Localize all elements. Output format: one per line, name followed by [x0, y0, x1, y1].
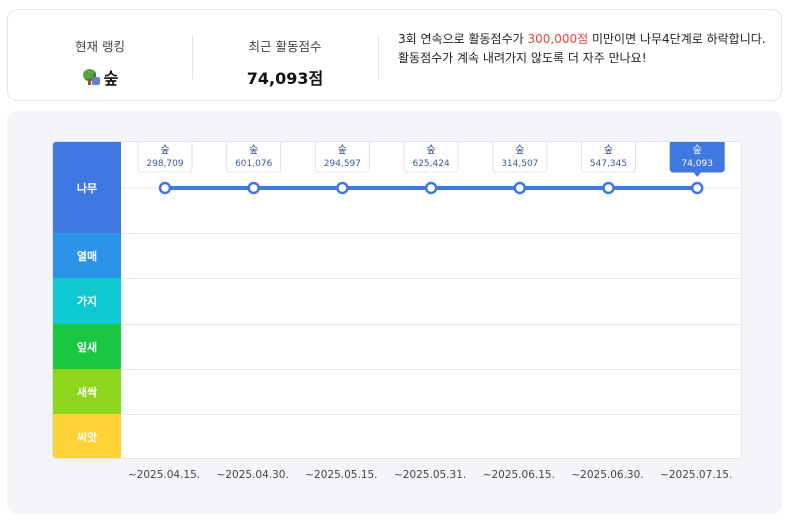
level-band-1: 나무 — [53, 142, 121, 233]
data-tooltip: 숲 625,424 — [403, 142, 459, 177]
grid-line — [121, 369, 741, 370]
tooltip-value: 547,345 — [590, 159, 627, 169]
tooltip-pointer — [604, 172, 613, 177]
data-tooltip: 숲 74,093 — [669, 142, 725, 177]
data-tooltip: 숲 294,597 — [314, 142, 370, 177]
data-tooltip: 숲 601,076 — [226, 142, 282, 177]
rank-warning-message: 3회 연속으로 활동점수가 300,000점 미만이면 나무4단계로 하락합니다… — [398, 30, 768, 68]
x-tick-label: ~2025.06.15. — [482, 469, 555, 481]
current-rank-label: 현재 랭킹 — [75, 39, 125, 54]
data-tooltip: 숲 314,507 — [492, 142, 548, 177]
tooltip-pointer — [249, 172, 258, 177]
message-part1: 3회 연속으로 활동점수가 — [398, 32, 528, 46]
x-tick-label: ~2025.07.15. — [660, 469, 733, 481]
tooltip-level: 숲 — [426, 144, 435, 156]
data-point[interactable] — [247, 181, 260, 195]
tooltip-level: 숲 — [693, 144, 702, 156]
level-band-4: 잎새 — [53, 324, 121, 369]
x-tick-label: ~2025.04.15. — [127, 469, 201, 481]
tooltip-value: 298,709 — [146, 159, 183, 169]
level-band-5: 새싹 — [53, 369, 121, 414]
grid-line — [121, 233, 741, 234]
tooltip-level: 숲 — [249, 144, 258, 156]
x-tick-label: ~2025.06.30. — [571, 469, 644, 481]
current-rank-section: 현재 랭킹 숲 — [8, 10, 192, 102]
rank-line-chart: 숲 298,709 숲 601,076 숲 294,597 숲 625,424 숲 314,507… — [121, 142, 741, 195]
current-rank-text: 숲 — [103, 69, 119, 88]
tooltip-level: 숲 — [160, 144, 169, 156]
tooltip-value: 74,093 — [681, 159, 713, 169]
tooltip-value: 625,424 — [412, 159, 449, 169]
recent-score-value: 74,093점 — [246, 69, 324, 88]
data-tooltip: 숲 547,345 — [581, 142, 636, 177]
recent-score-section: 최근 활동점수 74,093점 — [192, 10, 378, 102]
tree-rank-icon — [82, 68, 100, 86]
grid-line — [121, 278, 741, 279]
divider — [378, 35, 379, 79]
level-band-3: 가지 — [53, 278, 121, 324]
message-part2: 미만이면 나무4단계로 하락합니다. — [588, 32, 766, 46]
recent-score-label: 최근 활동점수 — [248, 39, 322, 54]
divider — [192, 35, 193, 79]
tooltip-value: 601,076 — [235, 159, 272, 169]
level-band-6: 씨앗 — [53, 414, 121, 458]
data-point[interactable] — [513, 181, 527, 195]
tooltip-pointer — [693, 172, 702, 177]
rank-history-chart: 나무 열매 가지 잎새 새싹 씨앗 숲 298,709 숲 601,076 숲 294,597 숲 625… — [52, 141, 742, 459]
activity-summary-card: 현재 랭킹 숲 최근 활동점수 74,093점 3회 연속으로 활동점수가 30… — [7, 9, 782, 101]
tooltip-value: 294,597 — [324, 159, 361, 169]
message-threshold: 300,000점 — [527, 32, 589, 46]
tooltip-pointer — [161, 172, 169, 177]
grid-line — [121, 324, 741, 325]
x-tick-label: ~2025.04.30. — [216, 469, 289, 481]
data-point[interactable] — [158, 181, 172, 195]
tooltip-pointer — [515, 172, 524, 177]
tooltip-level: 숲 — [515, 144, 524, 156]
message-part3: 활동점수가 계속 내려가지 않도록 더 자주 만나요! — [398, 51, 647, 65]
tooltip-level: 숲 — [338, 144, 347, 156]
data-point[interactable] — [690, 181, 704, 195]
data-point[interactable] — [336, 181, 349, 195]
grid-line — [121, 414, 741, 415]
data-point[interactable] — [424, 181, 438, 195]
tooltip-pointer — [338, 172, 347, 177]
x-tick-label: ~2025.05.31. — [393, 469, 467, 481]
data-point[interactable] — [602, 181, 615, 195]
data-tooltip: 숲 298,709 — [137, 142, 193, 177]
level-band-2: 열매 — [53, 233, 121, 278]
tooltip-value: 314,507 — [501, 159, 538, 169]
tooltip-level: 숲 — [604, 144, 613, 156]
tooltip-pointer — [427, 172, 436, 177]
x-tick-label: ~2025.05.15. — [305, 469, 378, 481]
rank-history-panel: 나무 열매 가지 잎새 새싹 씨앗 숲 298,709 숲 601,076 숲 294,597 숲 625… — [7, 111, 782, 514]
current-rank-value: 숲 — [8, 65, 192, 89]
